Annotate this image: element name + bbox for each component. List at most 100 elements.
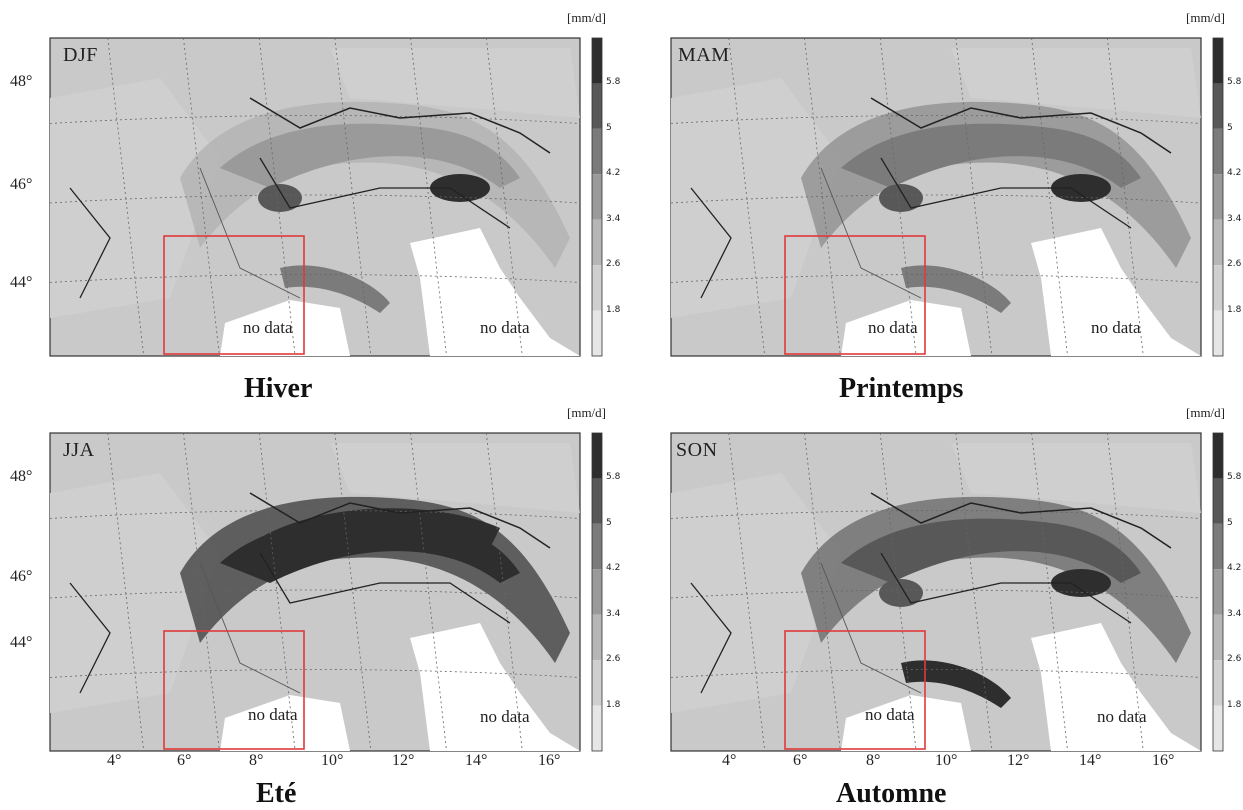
precip-map-jja: [49, 432, 603, 752]
lon-label: 12°: [392, 752, 415, 769]
no-data-region: [410, 228, 580, 356]
graticule: [670, 432, 1202, 752]
colorbar-swatch: [1213, 38, 1223, 84]
no-data-label: no data: [868, 318, 918, 337]
lon-label: 6°: [793, 752, 808, 769]
colorbar-swatch: [592, 219, 602, 266]
alpine-outline: [249, 492, 551, 549]
highlight-box: [163, 630, 305, 750]
lon-label: 6°: [177, 752, 192, 769]
season-caption: Hiver: [244, 373, 313, 404]
colorbar-tick-label: 2.6: [1227, 654, 1242, 665]
colorbar-swatch: [592, 128, 602, 175]
border-line: [69, 187, 111, 299]
colorbar-tick-label: 5: [1227, 122, 1233, 133]
panel-jja: JJA no data no data [mm/d] 48° 46° 44° 4…: [0, 395, 621, 810]
colorbar-swatch: [592, 174, 602, 220]
precip-area: [258, 184, 302, 212]
alpine-outline: [880, 157, 1132, 229]
alpine-outline: [880, 552, 1132, 624]
lon-label: 16°: [1152, 752, 1175, 769]
precip-area: [951, 48, 1201, 118]
lat-label: 46°: [10, 568, 33, 585]
colorbar-swatch: [1213, 523, 1223, 570]
colorbar-swatch: [1213, 83, 1223, 129]
precip-area: [671, 473, 841, 713]
colorbar-tick-label: 4.2: [1227, 563, 1242, 574]
precip-area: [901, 660, 1011, 708]
colorbar-swatch: [1213, 174, 1223, 220]
precip-area: [280, 265, 390, 313]
alpine-outline: [870, 492, 1172, 549]
border-line: [820, 562, 922, 694]
colorbar-tick-label: 4.2: [606, 168, 621, 179]
precip-area: [1051, 174, 1111, 202]
colorbar-swatch: [592, 523, 602, 570]
unit-label: [mm/d]: [1186, 405, 1225, 420]
colorbar-frame: [1212, 37, 1224, 357]
colorbar-tick-label: 4.2: [606, 563, 621, 574]
colorbar-tick-label: 3.4: [1227, 213, 1242, 224]
colorbar-tick-label: 5: [606, 122, 612, 133]
colorbar-swatch: [592, 265, 602, 311]
alpine-outline: [259, 157, 511, 229]
colorbar-tick-label: 3.4: [1227, 608, 1242, 619]
lon-label: 4°: [722, 752, 737, 769]
colorbar-tick-label: 5.8: [606, 472, 621, 483]
colorbar-frame: [591, 37, 603, 357]
precip-area: [330, 48, 580, 118]
panel-son: SON no data no data [mm/d] 4° 6° 8° 10° …: [621, 395, 1243, 810]
colorbar-swatch: [592, 310, 602, 356]
precip-area: [1051, 569, 1111, 597]
colorbar-swatch: [1213, 128, 1223, 175]
precip-area: [951, 443, 1201, 513]
highlight-box: [784, 630, 926, 750]
colorbar-swatch: [592, 569, 602, 615]
colorbar-tick-label: 1.8: [606, 699, 621, 710]
no-data-region: [841, 300, 971, 356]
colorbar-swatch: [592, 614, 602, 661]
colorbar-swatch: [1213, 265, 1223, 311]
precip-map-djf: [49, 37, 603, 357]
colorbar-tick-label: 1.8: [1227, 304, 1242, 315]
colorbar-frame: [591, 432, 603, 752]
precip-area: [330, 443, 580, 513]
lon-label: 10°: [935, 752, 958, 769]
no-data-label: no data: [865, 705, 915, 724]
colorbar-tick-label: 3.4: [606, 213, 621, 224]
colorbar-tick-label: 5.8: [1227, 472, 1242, 483]
precip-area: [50, 473, 220, 713]
precip-area: [260, 508, 500, 558]
lat-label: 46°: [10, 176, 33, 193]
border-line: [690, 187, 732, 299]
alpine-outline: [259, 552, 511, 624]
no-data-label: no data: [248, 705, 298, 724]
lat-label: 48°: [10, 468, 33, 485]
no-data-label: no data: [243, 318, 293, 337]
colorbar-swatch: [1213, 433, 1223, 479]
lon-label: 8°: [249, 752, 264, 769]
unit-label: [mm/d]: [1186, 10, 1225, 25]
colorbar-tick-label: 1.8: [1227, 699, 1242, 710]
precip-area: [430, 174, 490, 202]
season-caption: Eté: [256, 778, 297, 809]
colorbar-swatch: [592, 705, 602, 751]
season-caption: Automne: [836, 778, 947, 809]
colorbar-tick-label: 5.8: [1227, 77, 1242, 88]
highlight-box: [784, 235, 926, 355]
lon-label: 14°: [1079, 752, 1102, 769]
no-data-label: no data: [1097, 707, 1147, 726]
precip-area: [841, 518, 1141, 583]
precip-map-son: [670, 432, 1224, 752]
colorbar-swatch: [1213, 219, 1223, 266]
no-data-label: no data: [480, 318, 530, 337]
season-caption: Printemps: [839, 373, 964, 404]
precip-area: [879, 579, 923, 607]
border-line: [690, 582, 732, 694]
colorbar-swatch: [592, 660, 602, 706]
panel-mam: MAM no data no data [mm/d] 48° Printemps: [621, 0, 1243, 404]
colorbar-swatch: [1213, 660, 1223, 706]
no-data-region: [1031, 228, 1201, 356]
panel-djf: DJF no data no data [mm/d] 48° 46° 44° H…: [0, 0, 621, 404]
lon-label: 8°: [866, 752, 881, 769]
